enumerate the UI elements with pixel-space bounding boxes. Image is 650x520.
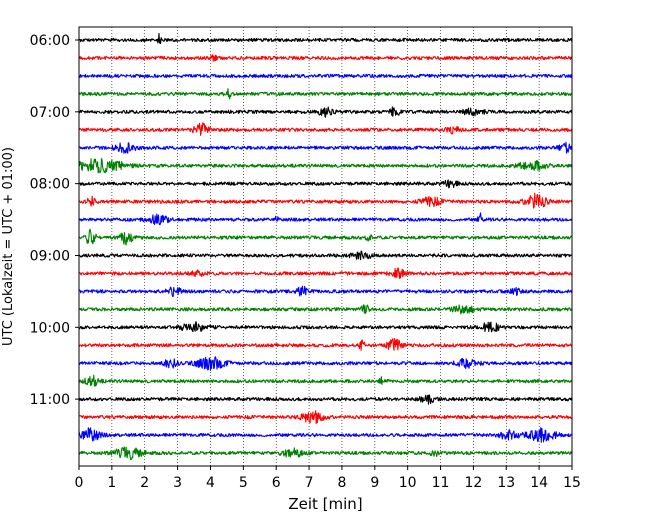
x-tick-label: 8: [337, 475, 346, 491]
seismic-trace-0630: [78, 73, 573, 79]
grid-layer: [111, 27, 540, 466]
x-tick-label: 6: [272, 475, 281, 491]
x-tick-label: 12: [464, 475, 482, 491]
seismic-trace-0830: [78, 212, 573, 226]
x-tick-label: 14: [530, 475, 548, 491]
seismic-trace-1015: [78, 338, 573, 351]
y-tick-label: 08:00: [30, 177, 70, 193]
x-tick-label: 5: [239, 475, 248, 491]
seismic-trace-1000: [78, 321, 573, 333]
x-axis-label: Zeit [min]: [288, 495, 362, 513]
x-tick-label: 4: [206, 475, 215, 491]
x-tick-label: 10: [399, 475, 417, 491]
seismic-trace-1145: [78, 446, 573, 460]
seismic-trace-0800: [78, 179, 573, 189]
x-tick-label: 2: [140, 475, 149, 491]
x-tick-label: 1: [107, 475, 116, 491]
y-tick-label: 06:00: [30, 33, 70, 49]
seismic-trace-0615: [78, 54, 573, 62]
y-tick-label: 09:00: [30, 248, 70, 264]
seismic-trace-0745: [78, 158, 573, 174]
seismic-trace-0930: [78, 285, 573, 298]
y-tick-label: 07:00: [30, 105, 70, 121]
y-tick-label: 11:00: [30, 392, 70, 408]
seismic-trace-0900: [78, 250, 573, 261]
x-axis-ticks: 0 1 2 3 4 5 6 7 8 9 10 11 12 13 14 15: [75, 466, 581, 491]
seismic-trace-0845: [78, 228, 573, 246]
y-axis-label: UTC (Lokalzeit = UTC + 01:00): [1, 147, 16, 346]
seismic-trace-1100: [78, 394, 573, 405]
seismic-trace-0645: [78, 88, 573, 100]
seismic-trace-0730: [78, 141, 573, 154]
seismic-trace-0815: [78, 192, 573, 209]
y-axis-ticks: 06:00 07:00 08:00 09:00 10:00 11:00: [30, 33, 79, 408]
seismic-trace-0715: [78, 122, 573, 136]
seismic-trace-1115: [78, 410, 573, 424]
trace-layer: [78, 32, 573, 460]
x-tick-label: 11: [432, 475, 450, 491]
seismic-trace-0945: [78, 304, 573, 315]
x-tick-label: 13: [497, 475, 515, 491]
seismic-trace-0700: [78, 106, 573, 118]
seismic-trace-1030: [78, 356, 573, 371]
seismic-trace-0915: [78, 267, 573, 279]
seismic-trace-0600: [78, 32, 573, 45]
x-tick-label: 9: [370, 475, 379, 491]
seismic-trace-1045: [78, 374, 573, 387]
x-tick-label: 3: [173, 475, 182, 491]
x-tick-label: 7: [305, 475, 314, 491]
x-tick-label: 15: [563, 475, 581, 491]
x-tick-label: 0: [75, 475, 84, 491]
plot-frame: [78, 26, 573, 467]
seismic-trace-1130: [78, 427, 573, 443]
y-tick-label: 10:00: [30, 320, 70, 336]
